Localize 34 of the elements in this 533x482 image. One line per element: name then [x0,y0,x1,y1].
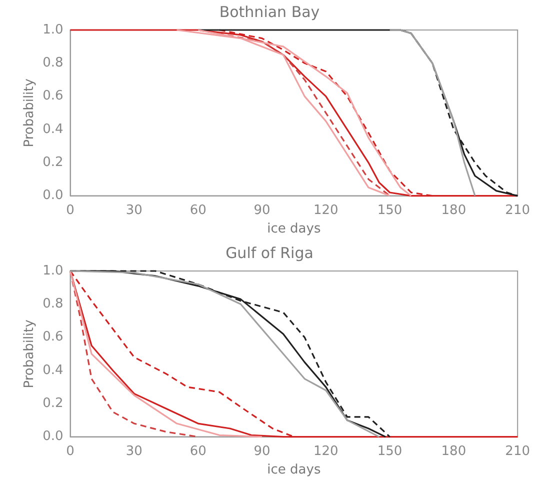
y-tick-label: 0.2 [42,396,64,412]
y-tick-label: 0.6 [42,88,64,104]
x-axis-title: ice days [267,222,321,237]
x-tick-label: 180 [441,444,466,459]
x-tick-label: 210 [505,202,530,218]
y-tick-label: 0.6 [42,330,64,345]
y-tick-label: 1.0 [42,263,64,278]
y-tick-label: 0.4 [42,362,64,378]
y-tick-label: 0.8 [42,296,64,312]
y-axis-title: Probability [22,319,38,388]
x-tick-label: 120 [313,444,338,459]
x-axis-title: ice days [267,462,321,478]
x-tick-label: 0 [66,444,74,459]
x-tick-label: 30 [126,202,142,218]
x-tick-label: 90 [254,444,270,459]
y-tick-label: 1.0 [42,22,64,38]
x-tick-label: 180 [441,202,466,218]
y-tick-label: 0.2 [42,155,64,170]
x-tick-label: 150 [377,444,402,459]
x-tick-label: 30 [126,444,142,459]
y-axis-title: Probability [22,78,38,148]
x-tick-label: 90 [254,202,270,218]
y-tick-label: 0.0 [42,429,64,444]
x-tick-label: 60 [190,444,206,459]
y-tick-label: 0.4 [42,122,64,137]
x-tick-label: 120 [313,202,338,218]
y-tick-label: 0.0 [42,188,64,204]
y-tick-label: 0.8 [42,56,64,71]
x-tick-label: 150 [377,202,402,218]
chart-title: Bothnian Bay [219,2,320,21]
chart-title: Gulf of Riga [226,244,314,262]
x-tick-label: 60 [190,202,206,218]
x-tick-label: 210 [505,444,530,459]
x-tick-label: 0 [66,202,74,218]
